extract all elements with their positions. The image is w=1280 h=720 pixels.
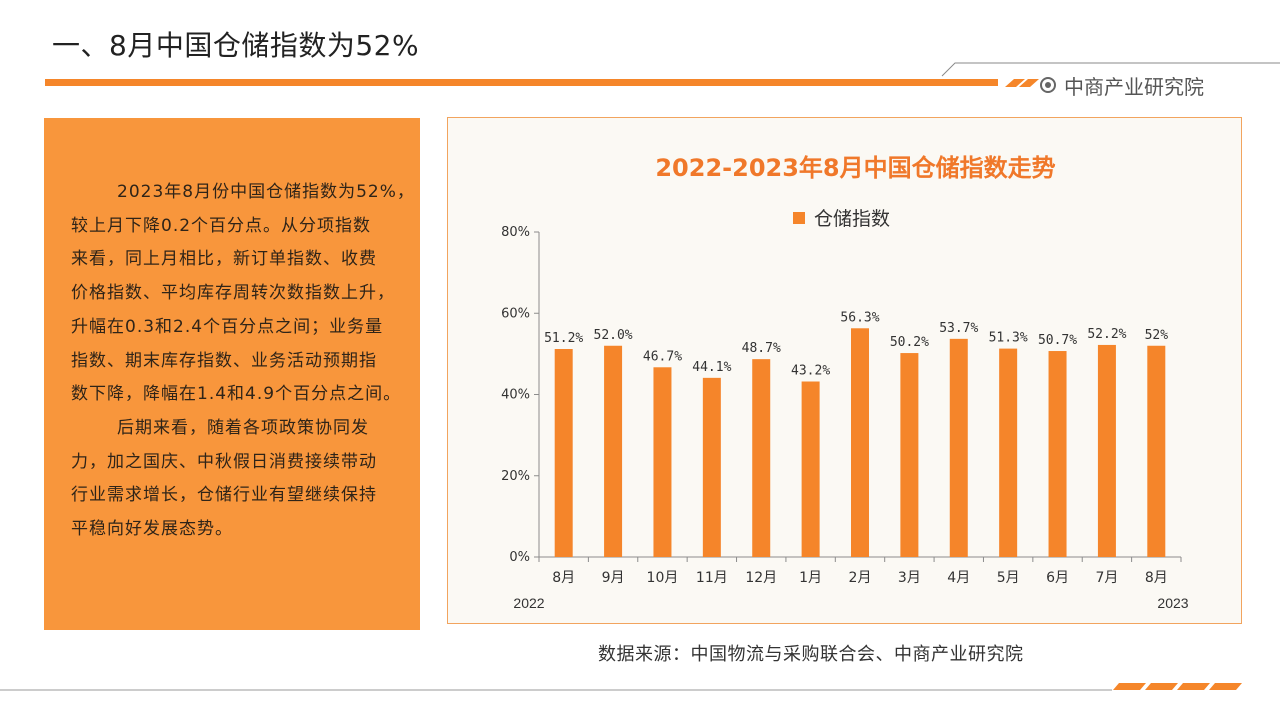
target-circle-icon [1040,77,1056,93]
y-tick-label: 0% [509,550,530,565]
data-label: 53.7% [939,321,978,336]
bar [1147,345,1166,557]
x-tick-label: 5月 [997,570,1020,586]
data-label: 51.3% [989,331,1028,346]
summary-line: 后期来看，随着各项政策协同发 [117,417,369,438]
header-stripe [1019,79,1039,87]
y-tick-label: 40% [501,388,530,403]
bar [604,345,623,557]
page-title: 一、8月中国仓储指数为52% [52,29,420,62]
x-tick-label: 2月 [849,570,872,586]
summary-line: 平稳向好发展态势。 [71,519,233,540]
header-stripe [1005,79,1025,87]
summary-line: 2023年8月份中国仓储指数为52%， [117,182,415,202]
header-decoration [941,62,1280,87]
bar [702,377,721,557]
footer-stripe [1113,683,1146,690]
x-tick-label: 8月 [552,570,575,586]
data-label: 48.7% [742,341,781,356]
data-label: 46.7% [643,349,682,364]
x-tick-label: 11月 [696,570,728,586]
bar [1048,351,1067,557]
x-tick-label: 10月 [647,570,679,586]
summary-line: 指数、期末库存指数、业务活动预期指 [71,350,377,371]
summary-line: 数下降，降幅在1.4和4.9个百分点之间。 [71,384,402,405]
year-label-end: 2023 [1157,595,1188,611]
summary-panel: 2023年8月份中国仓储指数为52%， 较上月下降0.2个百分点。从分项指数 来… [44,118,420,630]
x-tick-label: 8月 [1145,570,1168,586]
x-tick-label: 12月 [745,570,777,586]
x-tick-label: 3月 [898,570,921,586]
bar [900,353,919,557]
header-accent-bar [45,79,998,86]
bar-chart: 0% 20% 40% 60% 80% 51.2% 8月 52.0% 9月 46.7% 10月 44.1… [501,225,1189,611]
data-label: 50.2% [890,335,929,350]
summary-line: 力，加之国庆、中秋假日消费接续带动 [71,451,377,472]
x-tick-label: 9月 [602,570,625,586]
chart-title: 2022-2023年8月中国仓储指数走势 [655,154,1056,182]
x-tick-label: 4月 [947,570,970,586]
bar [801,381,820,557]
legend-label: 仓储指数 [814,208,891,230]
x-tick-label: 6月 [1046,570,1069,586]
bar [851,328,869,557]
bar [1097,344,1116,557]
brand-logo-text: 中商产业研究院 [1064,74,1204,99]
bar [752,359,771,557]
data-label: 43.2% [791,364,830,379]
footer-stripe [1145,683,1178,690]
footer-stripe [1177,683,1210,690]
data-label: 52.0% [594,328,633,343]
bar [999,348,1018,557]
summary-line: 价格指数、平均库存周转次数指数上升， [71,283,395,304]
footer-stripe [1209,683,1242,690]
x-tick-label: 1月 [799,570,822,586]
bar [653,367,672,557]
bar [554,349,573,557]
summary-line: 较上月下降0.2个百分点。从分项指数 [71,215,372,236]
x-tick-label: 7月 [1095,570,1118,586]
y-tick-label: 60% [501,306,530,321]
data-label: 52.2% [1087,327,1126,342]
footer-decoration [0,683,1242,691]
y-tick-label: 20% [501,469,530,484]
summary-line: 升幅在0.3和2.4个百分点之间；业务量 [71,316,384,337]
summary-line: 来看，同上月相比，新订单指数、收费 [71,249,377,270]
source-note: 数据来源：中国物流与采购联合会、中商产业研究院 [598,644,1024,665]
chart-legend: 仓储指数 [793,204,890,231]
summary-line: 行业需求增长，仓储行业有望继续保持 [71,485,377,506]
data-label: 52% [1145,328,1169,343]
header-divider-line [941,62,1280,77]
data-label: 44.1% [692,360,731,375]
legend-swatch [793,211,805,224]
data-label: 56.3% [840,310,879,325]
y-tick-label: 80% [501,225,530,240]
data-label: 51.2% [544,331,583,346]
data-label: 50.7% [1038,333,1077,348]
chart-panel: 2022-2023年8月中国仓储指数走势 仓储指数 0% 20% 40% 60% 80%… [447,117,1242,624]
year-label-start: 2022 [513,595,544,611]
brand-logo: 中商产业研究院 [1040,70,1204,100]
bar [949,338,968,557]
